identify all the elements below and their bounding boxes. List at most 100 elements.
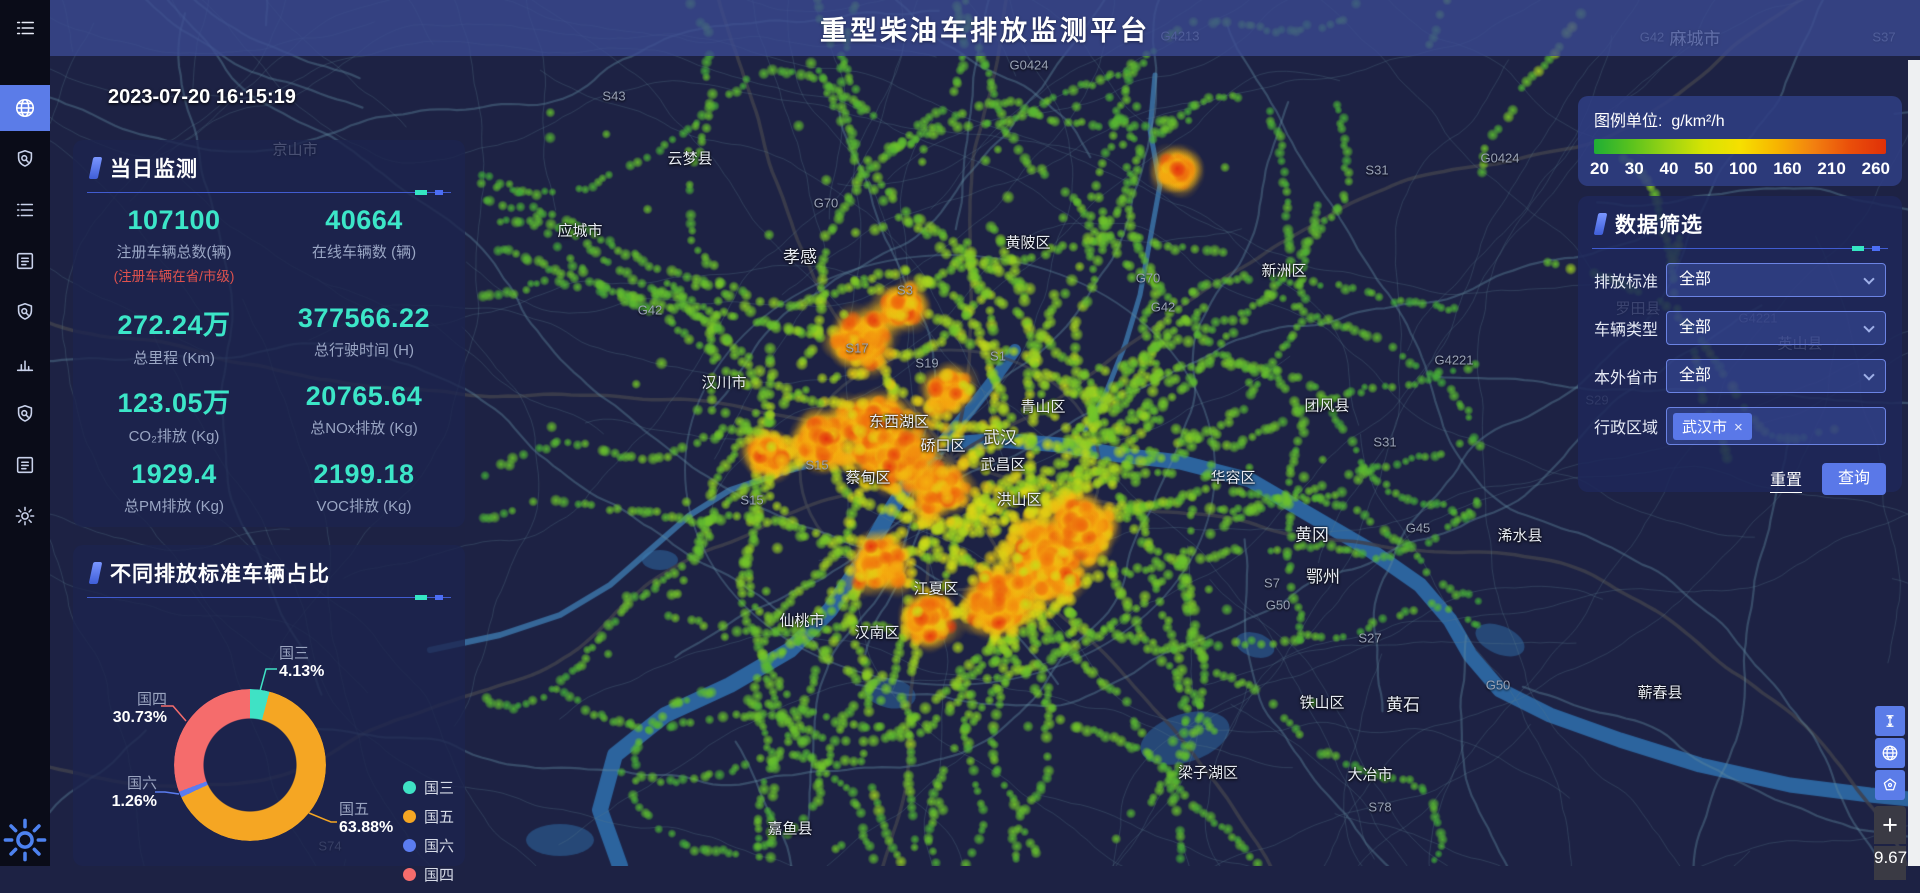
region-tag[interactable]: 武汉市 × bbox=[1673, 413, 1752, 440]
sidebar-item-report-2 form-icon[interactable] bbox=[0, 442, 50, 488]
sidebar bbox=[0, 0, 50, 866]
map-road-label: S27 bbox=[1358, 630, 1382, 646]
query-button[interactable]: 查询 bbox=[1822, 463, 1886, 495]
stat-cell: 272.24万 总里程 (Km) bbox=[117, 310, 231, 367]
map-tool-buttons bbox=[1875, 706, 1905, 802]
map-place-label: 云梦县 bbox=[667, 150, 713, 168]
map-road-label: S19 bbox=[915, 355, 939, 371]
map-road-label: G50 bbox=[1485, 677, 1511, 693]
map-place-label: 华容区 bbox=[1210, 469, 1256, 487]
map-road-label: S15 bbox=[805, 457, 829, 473]
pie-legend-item[interactable]: 国三 bbox=[403, 777, 454, 798]
callout-guo4: 国四 30.73% bbox=[112, 691, 167, 726]
legend-tick: 210 bbox=[1817, 159, 1846, 178]
polygon-icon[interactable] bbox=[1875, 770, 1905, 800]
heat-legend-panel: 图例单位: g/km²/h 20 30 40 50 100 160 210 260 bbox=[1578, 96, 1902, 186]
map-place-label: 仙桃市 bbox=[779, 612, 825, 630]
legend-tick: 30 bbox=[1624, 159, 1644, 178]
divider-blue-dash bbox=[1872, 246, 1880, 251]
filter-select-排放标准[interactable]: 全部 bbox=[1666, 263, 1886, 297]
legend-tick: 40 bbox=[1659, 159, 1679, 178]
map-road-label: S17 bbox=[845, 340, 869, 356]
stat-cell: 40664 在线车辆数 (辆) bbox=[311, 205, 417, 261]
filter-region-input[interactable]: 武汉市 × bbox=[1666, 407, 1886, 445]
remove-tag-icon[interactable]: × bbox=[1734, 419, 1743, 436]
map-place-label: 大冶市 bbox=[1347, 766, 1393, 784]
map-place-label: 嘉鱼县 bbox=[767, 820, 813, 838]
map-road-label: G70 bbox=[813, 195, 839, 211]
map-road-label: S3 bbox=[897, 282, 913, 298]
legend-title: 图例单位: g/km²/h bbox=[1594, 113, 1725, 130]
title-accent-bar bbox=[1593, 213, 1608, 235]
pie-legend-item[interactable]: 国四 bbox=[403, 864, 454, 885]
callout-guo3: 国三 4.13% bbox=[279, 645, 325, 680]
map-place-label: 铁山区 bbox=[1299, 694, 1345, 712]
pie-legend: 国三 国五 国六 国四 bbox=[403, 777, 454, 893]
current-datetime: 2023-07-20 16:15:19 bbox=[108, 86, 296, 108]
legend-tick: 160 bbox=[1773, 159, 1802, 178]
menu-icon[interactable] bbox=[0, 0, 50, 56]
daily-monitor-title: 当日监测 bbox=[110, 158, 198, 181]
sidebar-item-statistics bar-chart-icon[interactable] bbox=[0, 340, 50, 386]
map-road-label: G70 bbox=[1135, 270, 1161, 286]
legend-tick: 50 bbox=[1694, 159, 1714, 178]
map-road-label: S31 bbox=[1365, 162, 1389, 178]
legend-tick: 100 bbox=[1729, 159, 1758, 178]
sidebar-nav bbox=[0, 85, 50, 544]
sidebar-item-monitor-1 shield-search-icon[interactable] bbox=[0, 136, 50, 182]
stat-cell: 107100 注册车辆总数(辆) (注册车辆在省/市级) bbox=[113, 205, 235, 284]
sidebar-settings-gear-icon[interactable] bbox=[0, 818, 50, 862]
divider-blue-dash bbox=[435, 190, 443, 195]
sidebar-item-settings gear-icon[interactable] bbox=[0, 493, 50, 539]
sidebar-item-report-1 form-icon[interactable] bbox=[0, 238, 50, 284]
reset-button[interactable]: 重置 bbox=[1769, 466, 1802, 493]
sidebar-item-map globe-icon[interactable] bbox=[0, 85, 50, 131]
sidebar-item-monitor-2 shield-search-icon[interactable] bbox=[0, 289, 50, 335]
map-place-label: 浠水县 bbox=[1497, 527, 1543, 545]
legend-tick: 20 bbox=[1590, 159, 1609, 178]
divider-teal-dash bbox=[1852, 246, 1864, 251]
divider-teal-dash bbox=[415, 190, 427, 195]
map-place-label: 梁子湖区 bbox=[1177, 764, 1239, 782]
donut-chart[interactable] bbox=[174, 689, 326, 841]
measure-icon[interactable] bbox=[1875, 706, 1905, 736]
legend-ticks: 20 30 40 50 100 160 210 260 bbox=[1590, 159, 1890, 179]
zoom-in-button[interactable]: + bbox=[1874, 806, 1906, 844]
panel-divider bbox=[87, 595, 451, 600]
map-road-label: S43 bbox=[602, 88, 626, 104]
map-place-label: 硚口区 bbox=[920, 437, 966, 455]
filter-rows: 排放标准 全部 车辆类型 全部 本外省市 全部 行政区域 武汉市 × bbox=[1578, 249, 1902, 445]
stats-grid: 107100 注册车辆总数(辆) (注册车辆在省/市级) 40664 在线车辆数 (辆)… bbox=[73, 193, 465, 539]
scrollbar[interactable] bbox=[1908, 60, 1920, 866]
pie-legend-item[interactable]: 国五 bbox=[403, 806, 454, 827]
panel-divider bbox=[87, 190, 451, 195]
heat-gradient-bar bbox=[1594, 139, 1886, 154]
map-road-label: G42 bbox=[1150, 299, 1176, 315]
sidebar-item-monitor-3 shield-search-icon[interactable] bbox=[0, 391, 50, 437]
emission-standard-pie-panel: 不同排放标准车辆占比 国三 4.13% 国五 63.88% 国六 1.26% 国四 30… bbox=[73, 545, 465, 884]
map-place-label: 武汉 bbox=[983, 428, 1017, 448]
daily-monitor-panel: 当日监测 107100 注册车辆总数(辆) (注册车辆在省/市级) 40664 在线车辆… bbox=[73, 140, 465, 527]
stat-cell: 20765.64 总NOx排放 (Kg) bbox=[305, 381, 423, 437]
filter-select-本外省市[interactable]: 全部 bbox=[1666, 359, 1886, 393]
map-road-label: S15 bbox=[740, 492, 764, 508]
filter-select-车辆类型[interactable]: 全部 bbox=[1666, 311, 1886, 345]
data-filter-panel: 数据筛选 排放标准 全部 车辆类型 全部 本外省市 全部 行政区域 武汉市 × 重置 查询 bbox=[1578, 196, 1902, 495]
callout-guo5: 国五 63.88% bbox=[339, 801, 394, 836]
map-place-label: 汉南区 bbox=[854, 624, 900, 642]
map-place-label: 鄂州 bbox=[1306, 567, 1340, 587]
globe-icon[interactable] bbox=[1875, 738, 1905, 768]
sidebar-item-records list-icon[interactable] bbox=[0, 187, 50, 233]
stat-cell: 377566.22 总行驶时间 (H) bbox=[297, 303, 431, 359]
pie-legend-item[interactable]: 国六 bbox=[403, 835, 454, 856]
page-title: 重型柴油车排放监测平台 bbox=[820, 15, 1150, 46]
map-road-label: S1 bbox=[990, 348, 1006, 364]
filter-field-label: 车辆类型 bbox=[1594, 322, 1659, 339]
map-road-label: S7 bbox=[1264, 575, 1280, 591]
map-place-label: 洪山区 bbox=[996, 491, 1042, 509]
map-road-label: S31 bbox=[1373, 434, 1397, 450]
map-place-label: 应城市 bbox=[557, 222, 603, 240]
map-road-label: S78 bbox=[1368, 799, 1392, 815]
divider-teal-dash bbox=[415, 595, 427, 600]
map-place-label: 蕲春县 bbox=[1637, 684, 1683, 702]
